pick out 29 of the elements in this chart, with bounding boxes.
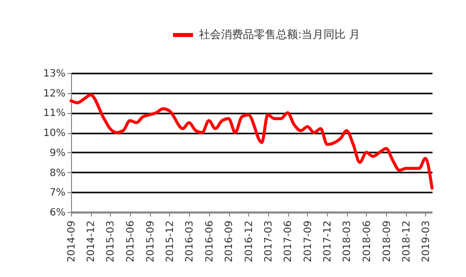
x-tick-label: 2016-03 — [184, 220, 196, 262]
x-tick-label: 2016-09 — [224, 220, 236, 262]
x-tick-label: 2014-09 — [66, 220, 78, 262]
x-tick-label: 2017-09 — [302, 220, 314, 262]
y-tick-label: 8% — [50, 168, 66, 179]
x-tick-label: 2018-06 — [362, 220, 373, 262]
y-tick-label: 11% — [43, 108, 66, 120]
y-tick-label: 12% — [43, 88, 66, 100]
x-tick-label: 2016-12 — [244, 220, 255, 262]
x-tick-label: 2015-03 — [106, 220, 117, 262]
y-tick-label: 7% — [50, 188, 66, 199]
x-tick-label: 2015-12 — [164, 220, 176, 262]
y-tick-label: 13% — [43, 68, 66, 80]
x-tick-label: 2017-12 — [322, 220, 334, 262]
x-tick-label: 2015-09 — [145, 220, 156, 262]
x-tick-label: 2018-12 — [401, 220, 412, 262]
x-tick-label: 2014-12 — [86, 220, 98, 262]
x-tick-label: 2017-03 — [263, 220, 274, 262]
x-tick-label: 2018-03 — [342, 220, 354, 262]
y-tick-label: 9% — [50, 148, 66, 159]
y-tick-label: 10% — [43, 128, 66, 140]
x-tick-label: 2016-06 — [204, 220, 216, 262]
legend-label: 社会消费品零售总额:当月同比 月 — [199, 28, 360, 41]
x-tick-label: 2017-06 — [283, 220, 294, 262]
y-tick-label: 6% — [50, 208, 66, 218]
x-tick-label: 2019-03 — [420, 220, 432, 262]
line-series — [70, 93, 434, 190]
x-tick-label: 2015-06 — [125, 220, 136, 262]
x-tick-label: 2018-09 — [382, 220, 393, 262]
